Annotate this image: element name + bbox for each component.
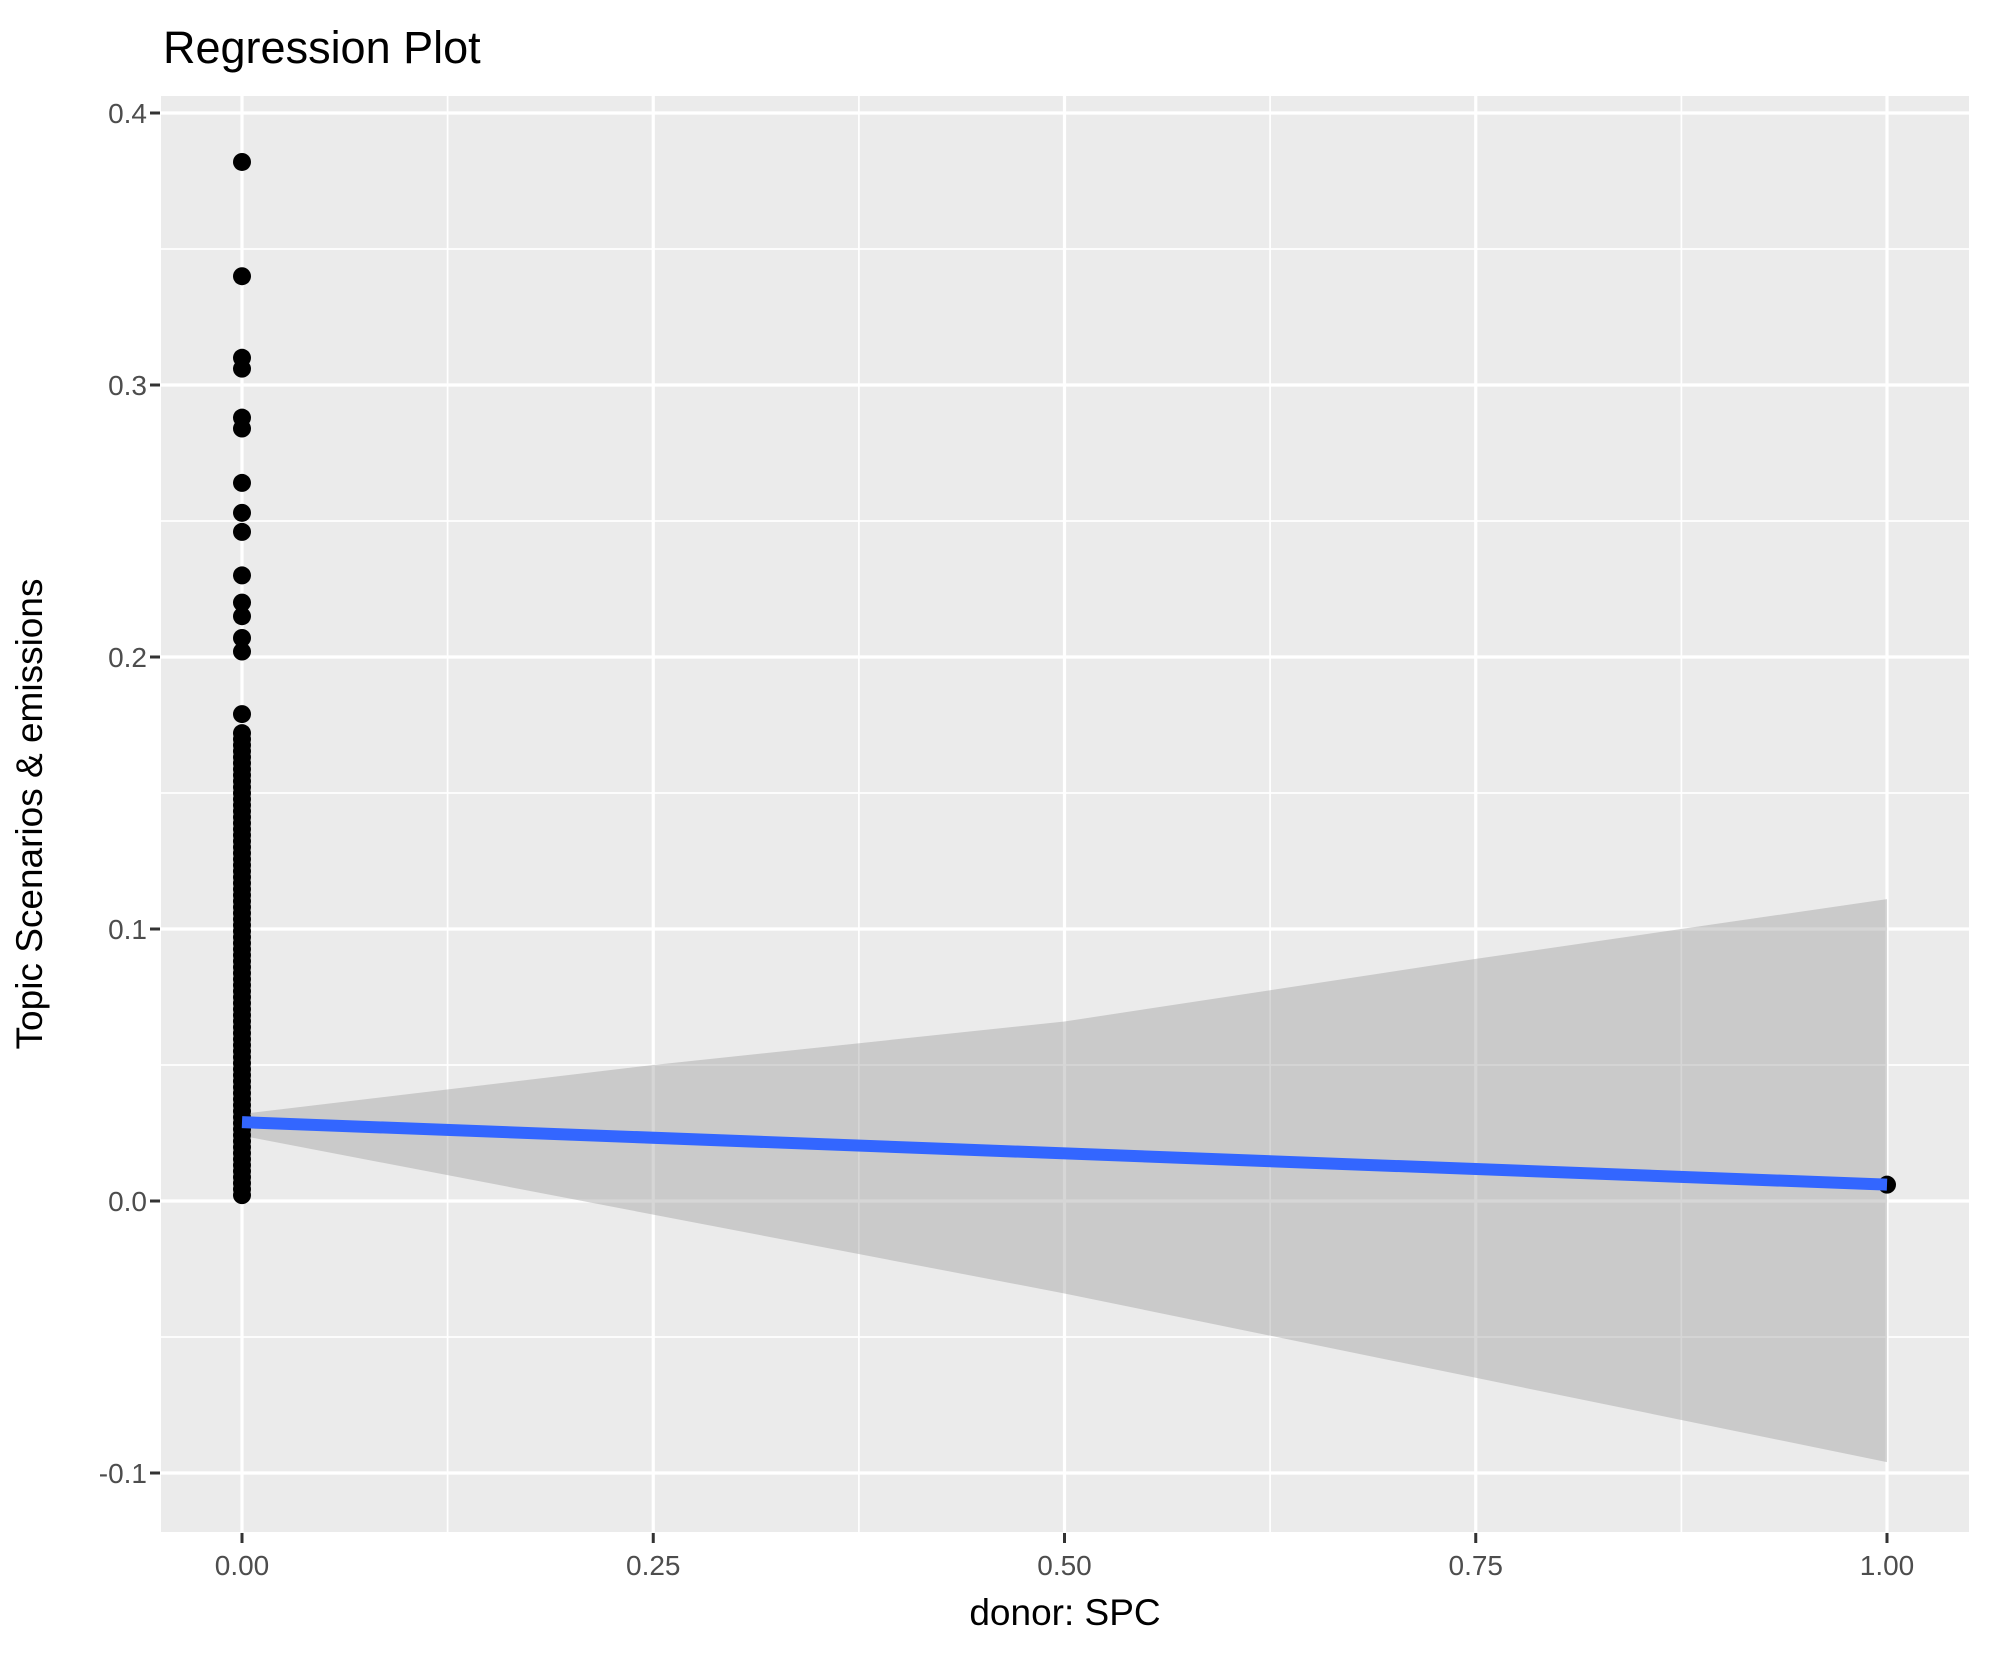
- x-axis-title: donor: SPC: [969, 1592, 1160, 1633]
- scatter-point: [233, 503, 251, 522]
- scatter-point: [233, 566, 251, 585]
- y-tick-label: 0.0: [108, 1186, 147, 1217]
- y-tick-label: 0.4: [108, 98, 147, 129]
- y-tick-label: 0.3: [108, 370, 147, 401]
- scatter-point: [233, 705, 251, 724]
- confidence-band: [242, 899, 1887, 1463]
- scatter-point: [233, 628, 251, 647]
- scatter-point: [233, 359, 251, 378]
- confidence-band-polygon: [242, 899, 1887, 1463]
- axis-tick-labels: 0.00 0.25 0.50 0.75 1.00 -0.1 0.0 0.1 0.2 0.3 0.4: [99, 98, 1915, 1581]
- x-tick-label: 0.00: [215, 1550, 270, 1581]
- x-tick-label: 0.25: [626, 1550, 681, 1581]
- y-tick-label: 0.1: [108, 914, 147, 945]
- x-tick-label: 1.00: [1860, 1550, 1915, 1581]
- scatter-point: [233, 152, 251, 171]
- regression-line: [241, 1116, 1888, 1191]
- scatter-point: [233, 419, 251, 438]
- plot-title: Regression Plot: [163, 22, 481, 73]
- y-tick-label: 0.2: [108, 642, 147, 673]
- scatter-point: [233, 642, 251, 661]
- scatter-points: [233, 152, 1896, 1205]
- scatter-point: [233, 267, 251, 286]
- regression-line-group: [241, 1116, 1888, 1191]
- y-axis-title: Topic Scenarios & emissions: [9, 579, 50, 1050]
- x-tick-label: 0.75: [1449, 1550, 1504, 1581]
- scatter-point: [233, 593, 251, 612]
- y-tick-label: -0.1: [99, 1458, 147, 1489]
- axis-tick-marks: [150, 111, 1889, 1543]
- scatter-point: [233, 1186, 251, 1205]
- scatter-point: [233, 473, 251, 492]
- scatter-point: [233, 522, 251, 541]
- scatter-point: [233, 607, 251, 626]
- x-tick-label: 0.50: [1037, 1550, 1092, 1581]
